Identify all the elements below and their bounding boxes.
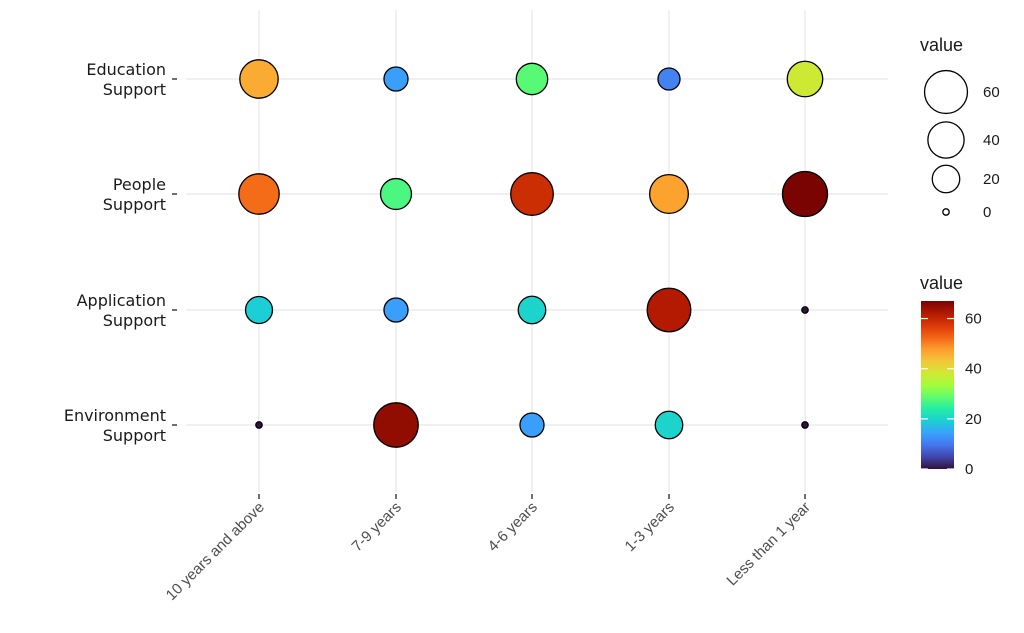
x-tick-label: 1-3 years [622,499,678,555]
x-tick-label: 4-6 years [485,499,541,555]
size-legend-key [927,121,965,159]
color-legend-label: 60 [965,311,982,328]
bubble-marker [519,412,545,438]
y-tick-label: Education Support [86,60,166,99]
y-axis: Education Support People Support Application… [64,60,177,445]
y-tick-label: People Support [103,175,166,214]
size-legend-label: 60 [983,84,1000,101]
bubble-marker [654,410,684,440]
bubble-marker [781,170,829,218]
size-legend: value 60 40 20 0 [920,35,1000,221]
color-legend: value 60 40 20 0 [920,273,982,478]
bubble-markers [238,59,829,448]
size-legend-label: 40 [983,132,1000,149]
bubble-marker [379,177,413,211]
bubble-marker [648,173,690,215]
bubble-marker [510,172,554,216]
x-tick-label: 10 years and above [163,499,268,604]
bubble-marker [515,62,549,96]
bubble-marker [517,295,547,325]
size-legend-key [923,69,969,115]
bubble-marker [657,67,681,91]
x-tick-label: Less than 1 year [723,499,813,589]
bubble-marker [373,402,419,448]
y-tick-label: Environment Support [64,406,166,445]
color-legend-label: 40 [965,361,982,378]
size-legend-title: value [920,35,963,55]
bubble-marker [786,60,824,98]
color-legend-title: value [920,273,963,293]
size-legend-label: 0 [983,204,991,221]
y-tick-label: Application Support [77,291,166,330]
size-legend-key [942,208,950,216]
bubble-marker [255,421,263,429]
bubble-marker [646,287,692,333]
bubble-marker [801,421,809,429]
bubble-marker [383,297,409,323]
bubble-marker [801,306,809,314]
bubble-marker [239,59,279,99]
bubble-marker [244,295,274,325]
size-legend-label: 20 [983,171,1000,188]
bubble-marker [238,173,280,215]
color-legend-label: 0 [965,461,973,478]
size-legend-key [931,164,961,194]
x-axis: 10 years and above 7-9 years 4-6 years 1-3 … [163,494,814,604]
color-bar [921,301,954,469]
bubble-marker [383,66,409,92]
x-tick-label: 7-9 years [349,499,405,555]
color-legend-label: 20 [965,411,982,428]
